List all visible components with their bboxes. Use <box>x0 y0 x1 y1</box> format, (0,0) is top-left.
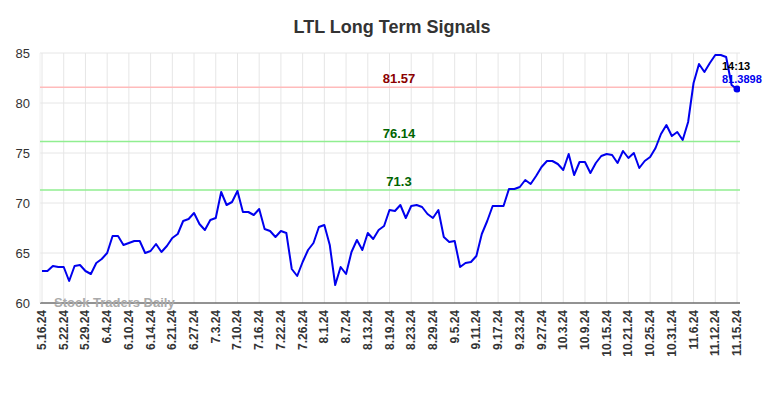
x-grid-line <box>63 53 64 303</box>
x-tick-label: 6.27.24 <box>187 310 201 350</box>
y-tick-label: 75 <box>16 146 30 161</box>
x-tick-label: 11.6.24 <box>687 310 701 350</box>
y-axis <box>40 53 41 303</box>
chart: LTL Long Term Signals 60 65 70 75 80 85 5.16.24… <box>0 0 784 398</box>
reference-label: 71.3 <box>386 174 411 189</box>
x-grid-line <box>194 53 195 303</box>
x-grid-line <box>346 53 347 303</box>
last-point <box>734 86 741 93</box>
x-tick-label: 10.3.24 <box>556 310 570 350</box>
reference-label: 81.57 <box>383 71 416 86</box>
x-tick-label: 6.4.24 <box>100 310 114 344</box>
x-tick-label: 5.16.24 <box>35 310 49 350</box>
x-tick-label: 6.21.24 <box>165 310 179 350</box>
x-tick-label: 10.15.24 <box>600 310 614 357</box>
x-tick-label: 10.9.24 <box>578 310 592 350</box>
y-tick-label: 80 <box>16 96 30 111</box>
x-grid-line <box>150 53 151 303</box>
x-tick-label: 7.26.24 <box>296 310 310 350</box>
x-tick-label: 11.12.24 <box>708 310 722 356</box>
y-tick-label: 60 <box>16 296 30 311</box>
x-grid-line <box>259 53 260 303</box>
x-grid-line <box>215 53 216 303</box>
series-line <box>42 55 737 285</box>
x-grid-line <box>671 53 672 303</box>
annotation: 14:13 <box>722 60 750 72</box>
x-tick-label: 9.11.24 <box>469 310 483 350</box>
x-tick-label: 8.13.24 <box>361 310 375 350</box>
x-tick-label: 6.14.24 <box>144 310 158 350</box>
x-tick-label: 9.23.24 <box>513 310 527 350</box>
y-tick-label: 70 <box>16 196 30 211</box>
x-tick-label: 10.31.24 <box>665 310 679 357</box>
x-grid-line <box>454 53 455 303</box>
x-grid-line <box>237 53 238 303</box>
x-tick-label: 8.23.24 <box>404 310 418 350</box>
reference-label: 76.14 <box>383 126 416 141</box>
x-tick-label: 9.27.24 <box>535 310 549 350</box>
reference-line <box>40 141 740 143</box>
x-grid-line <box>367 53 368 303</box>
x-grid-line <box>432 53 433 303</box>
x-tick-label: 8.1.24 <box>317 310 331 344</box>
y-tick-label: 65 <box>16 246 30 261</box>
x-grid-line <box>324 53 325 303</box>
x-tick-label: 7.3.24 <box>209 310 223 344</box>
reference-line <box>40 189 740 191</box>
x-grid-line <box>606 53 607 303</box>
x-grid-line <box>476 53 477 303</box>
x-grid-line <box>715 53 716 303</box>
x-grid-line <box>650 53 651 303</box>
x-grid-line <box>584 53 585 303</box>
y-tick-label: 85 <box>16 46 30 61</box>
x-grid-line <box>563 53 564 303</box>
x-grid-line <box>107 53 108 303</box>
x-grid-line <box>628 53 629 303</box>
x-grid-line <box>172 53 173 303</box>
x-grid-line <box>519 53 520 303</box>
plot-area <box>42 55 740 285</box>
x-tick-label: 7.16.24 <box>252 310 266 350</box>
x-grid-line <box>280 53 281 303</box>
x-tick-label: 5.29.24 <box>78 310 92 350</box>
x-tick-label: 7.22.24 <box>274 310 288 350</box>
x-grid-line <box>85 53 86 303</box>
x-tick-label: 8.29.24 <box>426 310 440 350</box>
title: LTL Long Term Signals <box>293 17 490 37</box>
x-grid-line <box>498 53 499 303</box>
x-tick-label: 11.15.24 <box>730 310 744 356</box>
watermark: Stock Traders Daily <box>54 295 175 310</box>
x-tick-label: 10.25.24 <box>643 310 657 357</box>
x-grid-line <box>128 53 129 303</box>
x-grid-line <box>42 53 43 303</box>
annotation: 81.3898 <box>722 73 762 85</box>
x-tick-label: 7.10.24 <box>230 310 244 350</box>
x-tick-label: 9.5.24 <box>448 310 462 344</box>
x-tick-label: 8.19.24 <box>383 310 397 350</box>
x-tick-label: 10.21.24 <box>621 310 635 357</box>
x-tick-label: 9.17.24 <box>491 310 505 350</box>
x-tick-label: 6.10.24 <box>122 310 136 350</box>
x-grid-line <box>541 53 542 303</box>
x-tick-label: 5.22.24 <box>57 310 71 350</box>
reference-line <box>40 87 740 89</box>
x-tick-label: 8.7.24 <box>339 310 353 344</box>
